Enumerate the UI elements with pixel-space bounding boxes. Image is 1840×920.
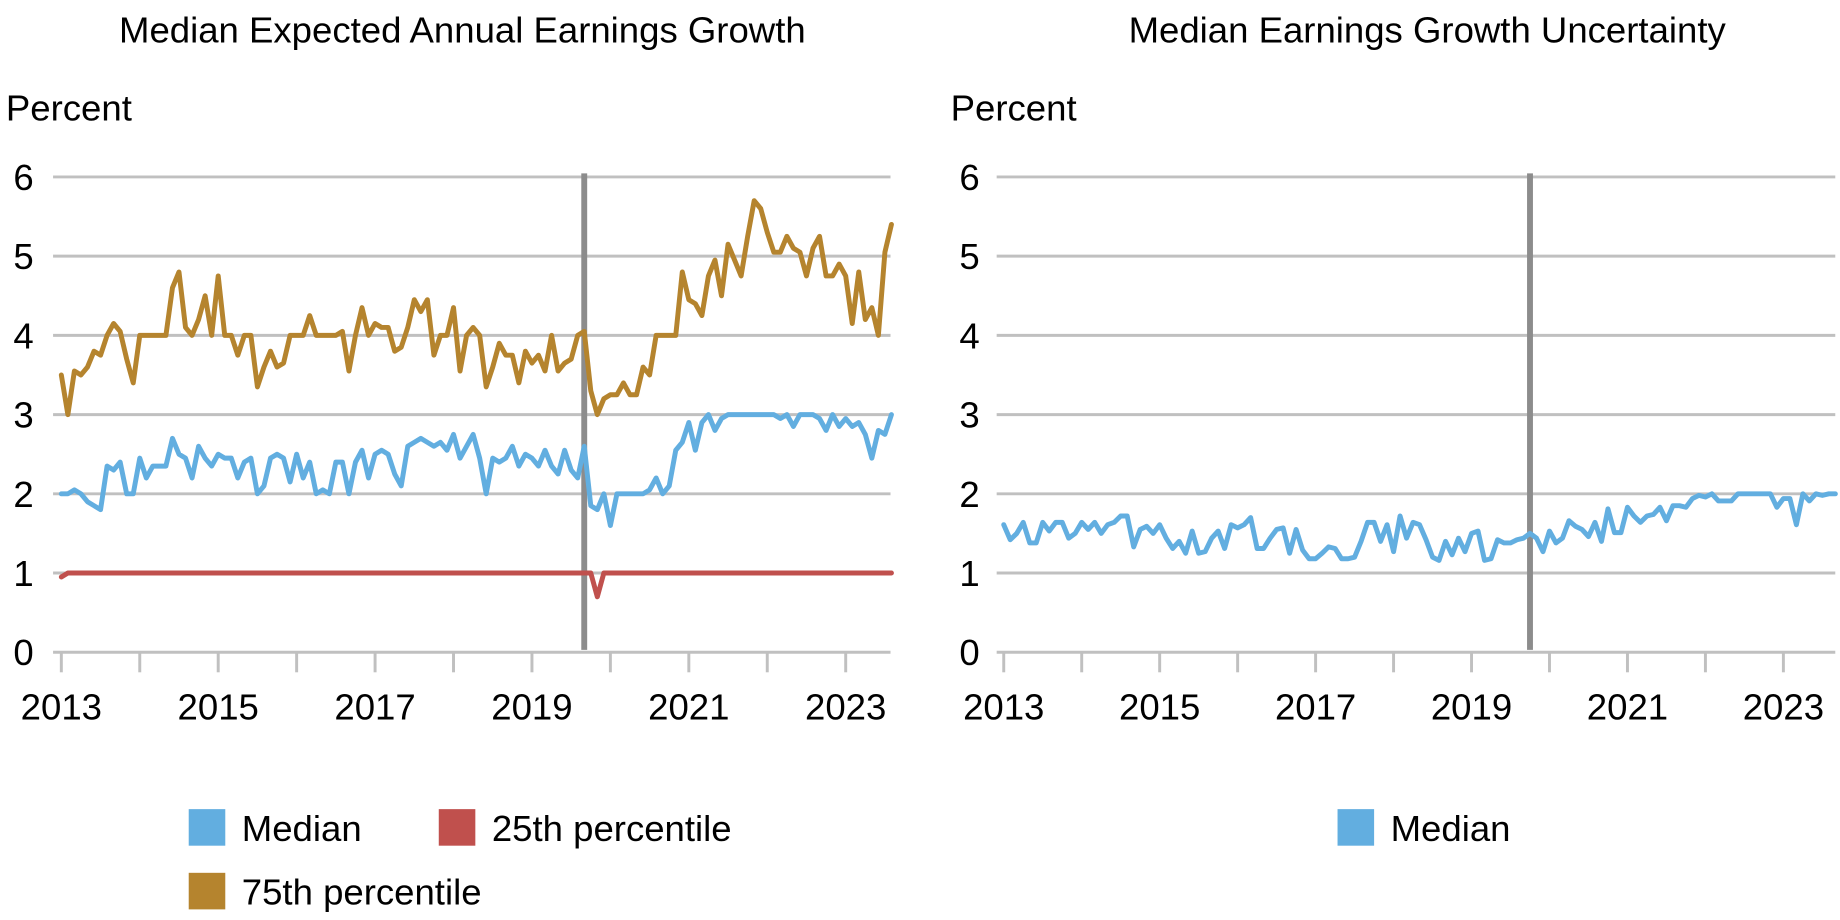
- legend-swatch-25th: [438, 809, 476, 846]
- legend-item-25th-percentile: 25th percentile: [438, 808, 732, 849]
- x-tick-label: 2017: [1275, 686, 1356, 727]
- y-tick-label: 3: [13, 395, 33, 436]
- legend-item-median: Median: [1337, 808, 1511, 849]
- series-line-25th-percentile: [58, 570, 894, 600]
- y-tick-label: 5: [959, 236, 979, 277]
- chart-title: Median Expected Annual Earnings Growth: [119, 9, 806, 50]
- x-tick-label: 2017: [334, 686, 415, 727]
- y-tick-label: 1: [13, 553, 33, 594]
- x-tick-label: 2023: [805, 686, 886, 727]
- legend-item-median: Median: [188, 808, 362, 849]
- y-tick-label: 4: [959, 315, 979, 356]
- x-tick-label: 2015: [1119, 686, 1200, 727]
- x-tick-label: 2021: [648, 686, 729, 727]
- legend-label: 75th percentile: [242, 872, 482, 913]
- x-tick-label: 2021: [1587, 686, 1668, 727]
- legend-label: Median: [1391, 808, 1511, 849]
- legend-label: Median: [242, 808, 362, 849]
- legend-label: 25th percentile: [492, 808, 732, 849]
- x-tick-label: 2015: [178, 686, 259, 727]
- y-tick-label: 6: [13, 157, 33, 198]
- x-tick-label: 2019: [1431, 686, 1512, 727]
- x-tick-label: 2019: [491, 686, 572, 727]
- series-line-75th-percentile: [58, 198, 894, 418]
- x-tick-label: 2013: [21, 686, 102, 727]
- y-tick-label: 0: [959, 632, 979, 673]
- y-tick-label: 2: [959, 474, 979, 515]
- plot-area: 0 1 2 3 4 5 6 2013 2015 2017 2019 2021 2023: [13, 157, 894, 727]
- y-tick-label: 4: [13, 315, 33, 356]
- y-axis-label: Percent: [951, 87, 1077, 128]
- y-axis-label: Percent: [6, 87, 132, 128]
- y-tick-label: 3: [959, 395, 979, 436]
- expected-earnings-growth-chart: Median Expected Annual Earnings Growth P…: [6, 9, 894, 913]
- legend-swatch-median: [1337, 809, 1375, 846]
- y-tick-label: 0: [13, 632, 33, 673]
- x-tick-label: 2023: [1743, 686, 1824, 727]
- chart-title: Median Earnings Growth Uncertainty: [1129, 9, 1727, 50]
- legend: Median: [1337, 808, 1511, 849]
- y-tick-label: 5: [13, 236, 33, 277]
- series-line-median: [58, 412, 894, 528]
- y-tick-label: 6: [959, 157, 979, 198]
- earnings-uncertainty-chart: Median Earnings Growth Uncertainty Perce…: [951, 9, 1838, 849]
- legend-item-75th-percentile: 75th percentile: [188, 872, 482, 913]
- legend-swatch-75th: [188, 872, 226, 910]
- legend-swatch-median: [188, 809, 226, 846]
- plot-area: 0 1 2 3 4 5 6 2013 2015 2017 2019 2021 2023: [959, 157, 1838, 727]
- y-tick-label: 1: [959, 553, 979, 594]
- x-tick-label: 2013: [963, 686, 1044, 727]
- y-tick-label: 2: [13, 474, 33, 515]
- legend: Median 25th percentile 75th percentile: [188, 808, 732, 913]
- series-line-median: [1001, 491, 1838, 563]
